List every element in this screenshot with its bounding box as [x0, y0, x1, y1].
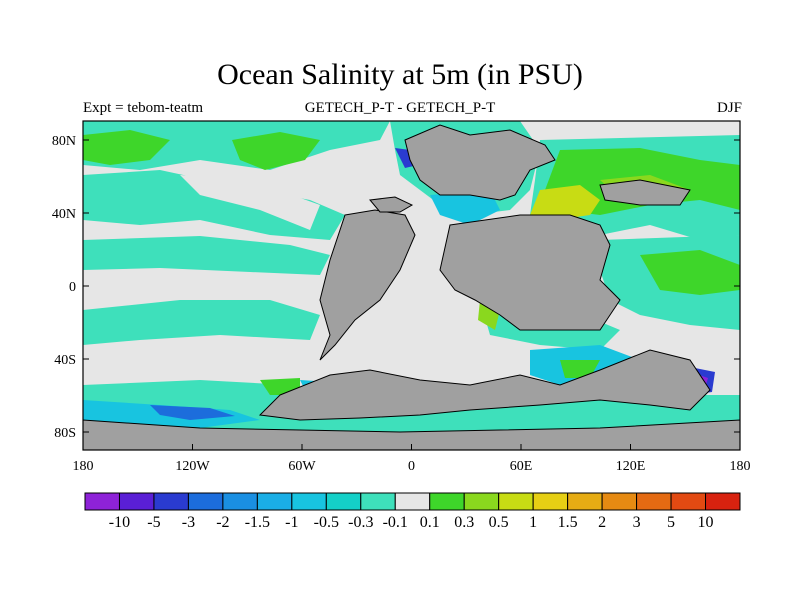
colorbar-swatch [153, 492, 189, 511]
colorbar-label: 1 [529, 514, 537, 531]
lat-label-40s: 40S [54, 353, 76, 368]
colorbar-swatch [291, 492, 327, 511]
colorbar-swatch [394, 492, 431, 511]
colorbar-label: 0.3 [454, 514, 474, 531]
colorbar-swatch [532, 492, 569, 511]
lat-label-80n: 80N [52, 134, 76, 149]
lon-label-180w: 180 [73, 459, 94, 474]
colorbar-label: -10 [109, 514, 130, 531]
colorbar: -10 -5 -3 -2 -1.5 -1 -0.5 -0.3 -0.1 0.1 0.3 0.5 1 1.5… [84, 492, 741, 531]
colorbar-swatch [636, 492, 672, 511]
colorbar-label: -0.5 [314, 514, 339, 531]
lon-label-0: 0 [408, 459, 415, 474]
colorbar-label: 10 [698, 514, 714, 531]
north-america-islands-land [369, 196, 414, 213]
tropical-pacific-teal-band [83, 236, 330, 275]
colorbar-label: -1 [285, 514, 298, 531]
colorbar-swatch [429, 492, 465, 511]
lon-label-60e: 60E [510, 459, 533, 474]
colorbar-label: -0.1 [383, 514, 408, 531]
colorbar-label: -0.3 [348, 514, 373, 531]
antarctica-australia-land [258, 349, 711, 421]
south-pacific-teal-band [83, 300, 320, 345]
lon-label-120e: 120E [616, 459, 646, 474]
colorbar-swatch [498, 492, 534, 511]
arctic-green-patch [232, 132, 320, 170]
colorbar-label: 1.5 [558, 514, 578, 531]
tethys-cyan-patch [430, 190, 500, 225]
colorbar-swatch [601, 492, 638, 511]
indian-ocean-green-patch [640, 250, 740, 295]
colorbar-label: 0.5 [489, 514, 509, 531]
colorbar-swatch [360, 492, 396, 511]
model-comparison-label: GETECH_P-T - GETECH_P-T [304, 100, 496, 116]
lon-tick-marks [82, 444, 741, 450]
south-america-land [319, 209, 416, 361]
lon-label-180e: 180 [730, 459, 751, 474]
lat-label-40n: 40N [52, 207, 76, 222]
colorbar-swatch [705, 492, 741, 511]
colorbar-swatch [670, 492, 707, 511]
salinity-field [83, 121, 740, 450]
colorbar-label: -5 [147, 514, 160, 531]
colorbar-swatch [256, 492, 293, 511]
tethys-yellow-patch [530, 185, 600, 220]
colorbar-swatch [325, 492, 362, 511]
eastern-island-land [599, 179, 691, 206]
lon-label-60w: 60W [288, 459, 316, 474]
lon-label-120w: 120W [175, 459, 210, 474]
colorbar-label: 3 [633, 514, 641, 531]
colorbar-label: -1.5 [245, 514, 270, 531]
lat-tick-marks [83, 139, 740, 433]
colorbar-swatch [118, 492, 155, 511]
north-pacific-green-patch [83, 130, 170, 165]
colorbar-swatch [84, 492, 120, 511]
colorbar-swatch [187, 492, 224, 511]
season-label: DJF [716, 100, 742, 116]
colorbar-swatch [567, 492, 603, 511]
colorbar-label: 5 [667, 514, 675, 531]
map-title: Ocean Salinity at 5m (in PSU) [217, 58, 583, 91]
laurasia-north-land [404, 124, 556, 201]
colorbar-label: -3 [182, 514, 195, 531]
colorbar-swatch [222, 492, 258, 511]
africa-india-land [439, 214, 621, 331]
southern-ocean-blue-patch [150, 405, 235, 420]
colorbar-label: 0.1 [420, 514, 440, 531]
lat-label-80s: 80S [54, 426, 76, 441]
colorbar-label: -2 [216, 514, 229, 531]
south-polar-land [83, 419, 740, 450]
colorbar-swatch [463, 492, 500, 511]
north-pacific-neutral-band [180, 175, 320, 230]
experiment-label: Expt = tebom-teatm [83, 100, 204, 116]
south-pacific-neutral-band [83, 345, 300, 385]
lat-label-0: 0 [69, 280, 76, 295]
land-masses [83, 124, 740, 450]
colorbar-label: 2 [598, 514, 606, 531]
north-pacific-teal-band [83, 170, 345, 240]
